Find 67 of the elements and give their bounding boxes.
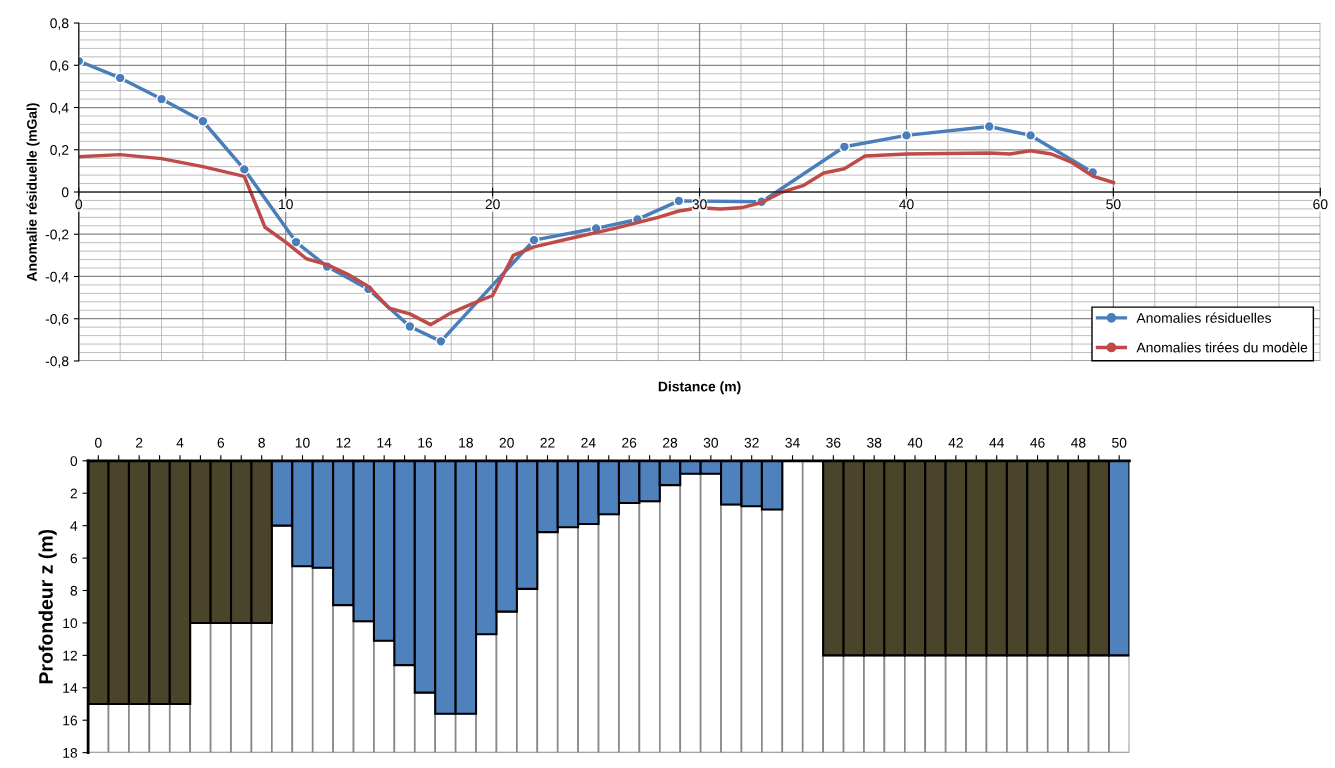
x-tick-label: 50 — [1106, 199, 1121, 210]
y-tick-label: 10 — [63, 618, 78, 629]
point — [238, 163, 250, 175]
x-tick-label: 12 — [336, 437, 351, 448]
y-tick-label: 2 — [70, 488, 77, 499]
y-tick-label: 0,6 — [50, 60, 69, 73]
x-tick-label: 24 — [581, 437, 596, 448]
point — [1025, 129, 1037, 141]
y-tick-label: -0,8 — [45, 356, 69, 368]
x-tick-label: 6 — [217, 437, 225, 448]
x-tick-label: 16 — [418, 437, 433, 448]
point — [528, 234, 540, 246]
x-tick-label: 48 — [1070, 437, 1086, 448]
x-tick-label: 20 — [485, 199, 500, 210]
x-tick-label: 36 — [826, 437, 841, 448]
x-tick-label: 30 — [692, 199, 707, 210]
x-tick-label: 10 — [279, 199, 293, 210]
point — [114, 72, 126, 84]
x-axis-title: Distance (m) — [658, 381, 741, 395]
y-tick-label: -0,4 — [45, 271, 69, 284]
y-tick-label: 0,8 — [50, 18, 69, 30]
x-tick-label: 30 — [703, 437, 719, 448]
x-tick-label: 28 — [662, 437, 678, 448]
x-tick-label: 8 — [258, 437, 265, 448]
x-tick-label: 50 — [1112, 437, 1127, 448]
y-tick-label: -0,2 — [45, 229, 69, 242]
y-tick-label: 18 — [63, 747, 78, 758]
x-tick-label: 14 — [377, 437, 392, 448]
point — [155, 93, 168, 105]
x-tick-label: 32 — [744, 437, 759, 448]
point — [900, 129, 913, 141]
legend-label: Anomalies résiduelles — [1136, 312, 1272, 323]
x-tick-label: 60 — [1313, 199, 1328, 210]
x-tick-label: 2 — [135, 437, 143, 448]
x-tick-label: 44 — [989, 437, 1005, 448]
x-tick-label: 40 — [907, 437, 923, 448]
y-tick-label: 0 — [70, 456, 78, 466]
point — [983, 120, 995, 133]
x-tick-label: 10 — [295, 437, 310, 448]
y-axis-title: Anomalie résiduelle (mGal) — [26, 103, 40, 282]
x-tick-label: 46 — [1030, 437, 1045, 448]
y-tick-label: 4 — [70, 521, 78, 531]
point — [435, 335, 447, 347]
legend-label: Anomalies tirées du modèle — [1136, 342, 1308, 353]
x-tick-label: 4 — [176, 437, 184, 448]
y-tick-label: 0 — [61, 187, 69, 198]
point — [197, 115, 209, 127]
y-tick-label: 0,2 — [50, 145, 69, 157]
point — [290, 236, 302, 248]
y-tick-label: 12 — [63, 650, 77, 661]
point — [404, 320, 416, 333]
x-tick-label: 42 — [948, 437, 963, 448]
x-tick-label: 40 — [899, 199, 914, 210]
y-axis-title: Profondeur z (m) — [38, 529, 57, 684]
y-tick-label: 0,4 — [50, 102, 69, 115]
y-tick-label: 16 — [63, 715, 78, 726]
y-tick-label: 6 — [70, 553, 78, 564]
y-tick-label: 8 — [70, 585, 78, 596]
x-tick-label: 26 — [622, 437, 637, 448]
x-tick-label: 38 — [867, 437, 882, 448]
y-tick-label: 14 — [63, 683, 78, 693]
y-tick-label: -0,6 — [45, 314, 69, 326]
x-tick-label: 34 — [785, 437, 800, 448]
x-tick-label: 18 — [459, 437, 473, 448]
x-tick-label: 20 — [499, 437, 514, 448]
x-tick-label: 0 — [95, 437, 102, 448]
x-tick-label: 22 — [540, 437, 555, 448]
